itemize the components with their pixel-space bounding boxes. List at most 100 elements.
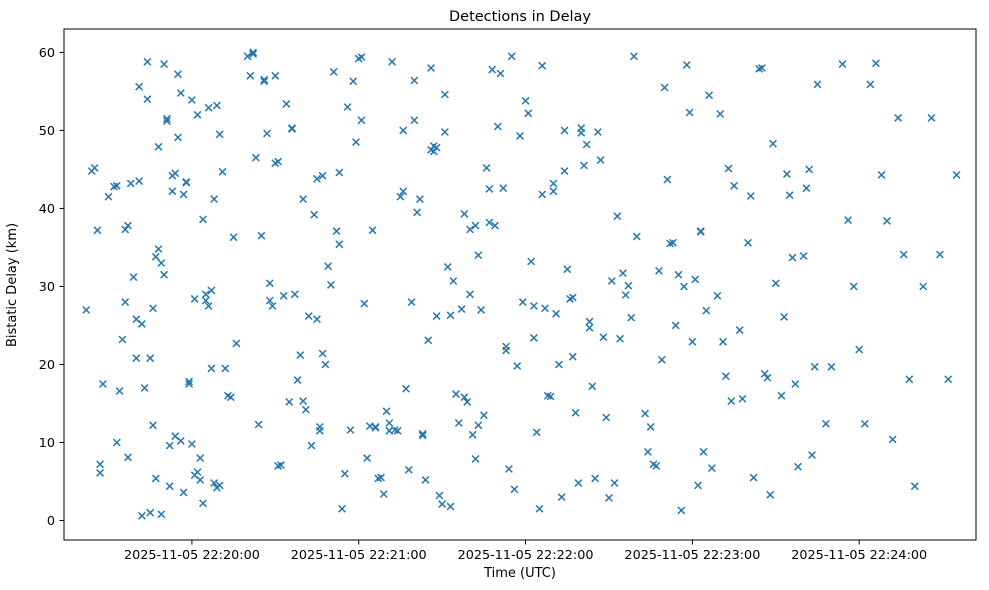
scatter-marker: [730, 181, 739, 190]
scatter-marker: [827, 362, 836, 371]
scatter-marker: [894, 113, 903, 122]
scatter-marker: [257, 231, 266, 240]
scatter-marker: [154, 245, 163, 253]
scatter-marker: [371, 422, 380, 431]
scatter-marker: [899, 250, 908, 259]
scatter-marker: [393, 426, 402, 435]
scatter-marker: [124, 221, 132, 230]
scatter-marker: [321, 360, 330, 369]
scatter-marker: [210, 195, 219, 204]
scatter-marker: [207, 364, 216, 373]
scatter-marker: [263, 129, 271, 138]
scatter-marker: [705, 91, 714, 100]
scatter-marker: [271, 71, 280, 80]
scatter-marker: [282, 99, 291, 108]
scatter-marker: [427, 64, 435, 72]
scatter-marker: [301, 405, 310, 414]
scatter-marker: [363, 454, 372, 463]
scatter-marker: [424, 336, 433, 345]
scatter-marker: [493, 122, 502, 131]
scatter-marker: [207, 286, 216, 295]
scatter-marker: [624, 281, 633, 290]
scatter-marker: [154, 142, 163, 151]
scatter-marker: [98, 380, 107, 388]
scatter-marker: [721, 372, 730, 381]
scatter-marker: [415, 195, 424, 204]
scatter-marker: [410, 116, 419, 125]
scatter-marker: [357, 116, 366, 125]
scatter-marker: [746, 192, 755, 200]
scatter-marker: [288, 124, 296, 133]
scatter-marker: [532, 428, 541, 437]
scatter-marker: [254, 420, 263, 429]
scatter-marker: [285, 397, 294, 406]
plot-area: [63, 28, 977, 541]
scatter-marker: [905, 375, 914, 384]
scatter-marker: [702, 306, 711, 315]
scatter-marker: [121, 225, 130, 234]
scatter-marker: [538, 190, 547, 199]
scatter-marker: [871, 59, 880, 68]
scatter-marker: [268, 302, 277, 310]
scatter-marker: [129, 273, 138, 282]
scatter-marker: [466, 225, 474, 234]
scatter-marker: [707, 464, 716, 473]
x-tick-label: 2025-11-05 22:22:00: [458, 548, 594, 563]
scatter-marker: [352, 138, 360, 147]
scatter-marker: [471, 221, 480, 230]
scatter-marker: [179, 488, 188, 497]
scatter-marker: [696, 227, 705, 236]
scatter-marker: [446, 502, 455, 511]
scatter-marker: [724, 164, 733, 173]
scatter-marker: [246, 71, 255, 80]
scatter-marker: [499, 184, 508, 193]
scatter-marker: [251, 153, 260, 162]
scatter-marker: [313, 315, 321, 324]
scatter-marker: [418, 431, 427, 440]
scatter-marker: [357, 53, 366, 62]
scatter-marker: [338, 504, 346, 513]
scatter-marker: [96, 460, 105, 469]
scatter-marker: [332, 227, 341, 236]
scatter-marker: [440, 90, 449, 99]
scatter-marker: [187, 440, 196, 448]
scatter-marker: [763, 373, 772, 382]
scatter-marker: [176, 89, 185, 97]
scatter-marker: [524, 109, 533, 118]
scatter-marker: [485, 218, 494, 227]
scatter-marker: [324, 262, 333, 271]
scatter-marker: [749, 473, 758, 482]
scatter-marker: [602, 413, 611, 422]
y-tick-label: 20: [39, 358, 55, 373]
scatter-marker: [440, 128, 449, 136]
scatter-marker: [585, 323, 594, 332]
scatter-marker: [616, 334, 625, 343]
scatter-marker: [121, 298, 130, 307]
scatter-marker: [90, 163, 99, 172]
y-tick-label: 40: [39, 202, 55, 217]
scatter-marker: [557, 493, 566, 502]
scatter-marker: [360, 299, 369, 308]
scatter-marker: [346, 426, 355, 434]
scatter-marker: [485, 184, 494, 193]
scatter-marker: [691, 275, 700, 284]
scatter-marker: [187, 96, 196, 104]
scatter-marker: [143, 95, 152, 104]
scatter-marker: [335, 240, 344, 249]
scatter-marker: [596, 156, 605, 165]
scatter-marker: [162, 114, 171, 123]
scatter-marker: [146, 354, 155, 363]
scatter-marker: [560, 126, 569, 135]
scatter-marker: [805, 165, 814, 174]
scatter-marker: [193, 468, 202, 477]
scatter-marker: [574, 479, 583, 487]
scatter-marker: [529, 302, 538, 310]
scatter-marker: [919, 282, 928, 291]
scatter-marker: [668, 238, 677, 247]
scatter-marker: [782, 170, 791, 179]
scatter-marker: [249, 48, 258, 57]
scatter-marker: [115, 387, 124, 395]
y-tick-label: 30: [39, 280, 55, 295]
scatter-marker: [560, 167, 569, 175]
